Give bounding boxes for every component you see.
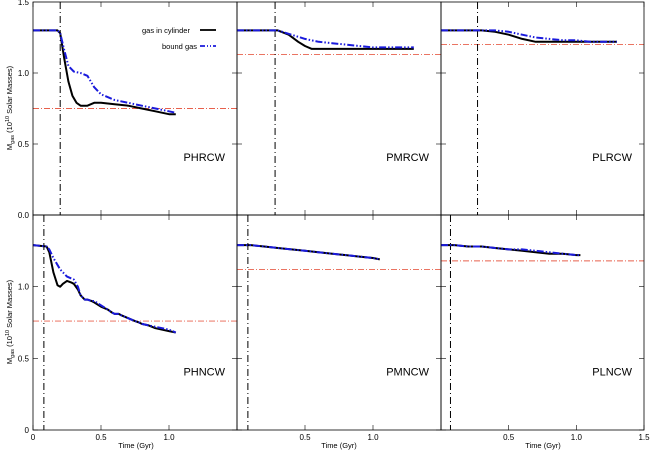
x-tick-label: 1.0 bbox=[367, 433, 379, 442]
x-tick-label: 0.5 bbox=[95, 433, 107, 442]
panel-label-plrcw: PLRCW bbox=[592, 152, 632, 164]
legend-label-cylinder: gas in cylinder bbox=[142, 26, 190, 35]
panel-frame-pmrcw bbox=[236, 1, 442, 216]
panel-phrcw: PHRCW bbox=[32, 1, 238, 216]
series-cylinder-plrcw bbox=[441, 29, 617, 43]
series-bound-phrcw bbox=[33, 29, 177, 114]
series-cylinder-phncw bbox=[32, 244, 177, 334]
y-axis-title-top: Mgas (1010 Solar Masses) bbox=[5, 65, 16, 150]
panel-plrcw: PLRCW bbox=[440, 1, 645, 216]
series-bound-pmncw bbox=[237, 244, 381, 261]
x-tick-label: 1.0 bbox=[163, 433, 175, 442]
series-bound-pmrcw bbox=[237, 29, 414, 49]
x-tick-label: 0 bbox=[31, 433, 36, 442]
panel-plncw: PLNCW bbox=[440, 214, 645, 431]
series-bound-plrcw bbox=[441, 29, 617, 43]
x-tick-label: 0.5 bbox=[299, 433, 311, 442]
tick-labels: 0 0.5 1.0 0.5 1.0 0.5 1.0 1.5 0.0 0.5 1.0 1.5 0 0.5 1.… bbox=[18, 0, 650, 442]
panel-frame-phncw bbox=[32, 214, 238, 431]
series-bound-plncw bbox=[441, 244, 581, 257]
panel-phncw: PHNCW bbox=[32, 214, 238, 431]
series-bound-phncw bbox=[32, 244, 177, 334]
panel-frame-plncw bbox=[440, 214, 645, 431]
y-tick-label: 1.5 bbox=[18, 0, 30, 7]
panel-label-phrcw: PHRCW bbox=[183, 152, 225, 164]
y-tick-label: 1.0 bbox=[18, 283, 30, 292]
x-axis-title-col3: Time (Gyr) bbox=[525, 441, 561, 450]
x-tick-label: 1.0 bbox=[571, 433, 583, 442]
plot-area: PHRCW PMRCW PLRCW PHNCW PMNCW PLNCW 0 0.5 1.0 0.5… bbox=[18, 0, 650, 442]
panel-label-pmrcw: PMRCW bbox=[386, 152, 429, 164]
series-cylinder-pmrcw bbox=[237, 29, 414, 50]
panel-label-phncw: PHNCW bbox=[183, 367, 225, 379]
panel-pmrcw: PMRCW bbox=[236, 1, 442, 216]
y-tick-label: 0.0 bbox=[18, 211, 30, 220]
y-tick-label: 0.5 bbox=[18, 140, 30, 149]
x-axis-title-col1: Time (Gyr) bbox=[118, 441, 154, 450]
panel-pmncw: PMNCW bbox=[236, 214, 442, 431]
y-tick-label: 1.0 bbox=[18, 69, 30, 78]
series-cylinder-phrcw bbox=[33, 29, 176, 116]
legend: gas in cylinder bound gas bbox=[142, 26, 216, 51]
y-tick-label: 0.5 bbox=[18, 354, 30, 363]
y-tick-label: 0 bbox=[25, 426, 30, 435]
x-tick-label: 0.5 bbox=[503, 433, 515, 442]
x-tick-label: 1.5 bbox=[638, 433, 650, 442]
y-axis-title-bottom: Mgas (1010 Solar Masses) bbox=[5, 279, 16, 364]
x-axis-title-col2: Time (Gyr) bbox=[321, 441, 357, 450]
panel-frame-plrcw bbox=[440, 1, 645, 216]
panel-label-pmncw: PMNCW bbox=[386, 367, 429, 379]
legend-label-bound: bound gas bbox=[162, 42, 197, 51]
panel-label-plncw: PLNCW bbox=[592, 367, 632, 379]
